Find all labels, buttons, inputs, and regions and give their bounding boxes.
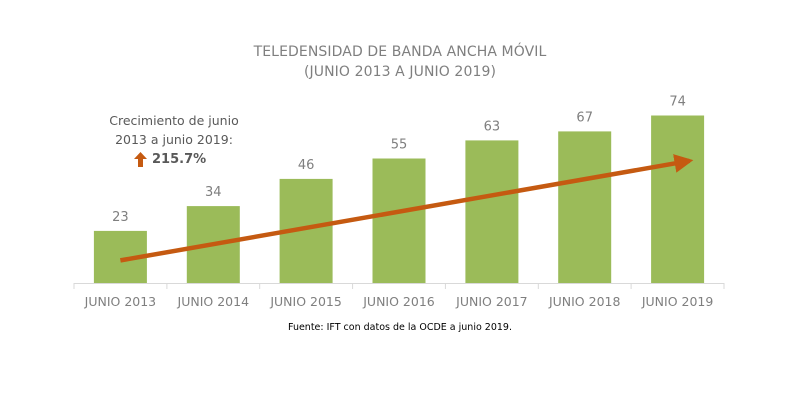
growth-annotation-line-1: Crecimiento de junio xyxy=(109,113,239,128)
bar-3 xyxy=(372,158,426,283)
up-arrow-icon xyxy=(134,151,147,167)
bar-5 xyxy=(558,131,612,283)
bar-4 xyxy=(465,140,519,283)
growth-percentage: 215.7% xyxy=(152,151,207,167)
x-tick-label: JUNIO 2019 xyxy=(641,294,714,309)
x-tick-label: JUNIO 2017 xyxy=(455,294,528,309)
data-label: 67 xyxy=(576,110,593,125)
x-tick-label: JUNIO 2013 xyxy=(84,294,157,309)
x-tick-label: JUNIO 2015 xyxy=(269,294,342,309)
growth-annotation-line-2: 2013 a junio 2019: xyxy=(115,132,233,147)
data-label: 55 xyxy=(391,138,408,153)
chart-subtitle: (JUNIO 2013 A JUNIO 2019) xyxy=(303,64,497,80)
bar-6 xyxy=(651,115,705,283)
data-label: 74 xyxy=(669,95,686,110)
x-tick-label: JUNIO 2014 xyxy=(177,294,250,309)
x-tick-label: JUNIO 2018 xyxy=(548,294,621,309)
data-label: 23 xyxy=(112,210,129,225)
data-label: 46 xyxy=(298,158,315,173)
growth-indicator: 215.7% xyxy=(134,149,206,169)
source-footnote: Fuente: IFT con datos de la OCDE a junio… xyxy=(288,322,512,333)
chart-title: TELEDENSIDAD DE BANDA ANCHA MÓVIL xyxy=(253,44,547,60)
x-tick-label: JUNIO 2016 xyxy=(362,294,435,309)
data-label: 34 xyxy=(205,185,222,200)
data-label: 63 xyxy=(484,119,501,134)
trend-arrow xyxy=(120,154,694,263)
